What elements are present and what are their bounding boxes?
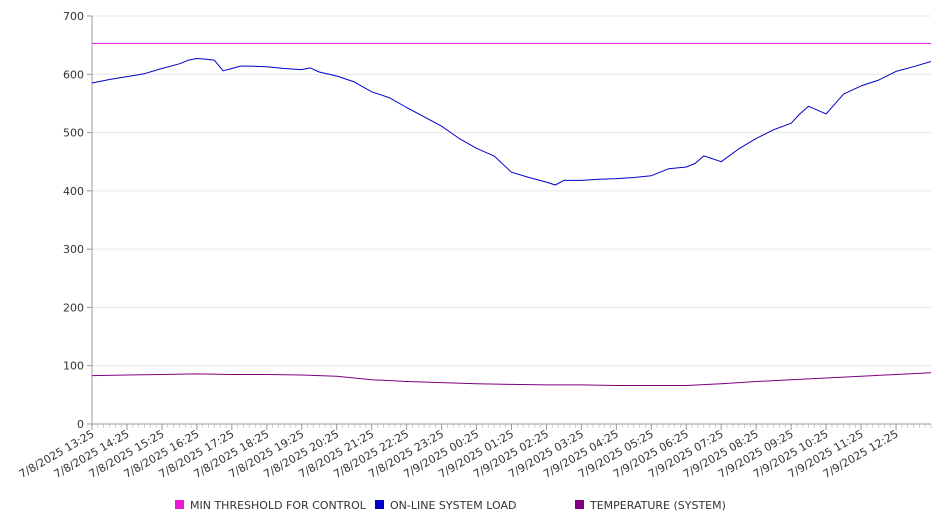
series-lines — [91, 42, 932, 386]
y-tick-label: 700 — [63, 10, 84, 23]
legend-swatch — [375, 500, 384, 509]
gridlines — [92, 15, 931, 367]
y-tick-label: 500 — [63, 127, 84, 140]
series-line-1 — [91, 58, 932, 186]
legend-label: ON-LINE SYSTEM LOAD — [390, 499, 516, 512]
series-line-2 — [91, 372, 932, 386]
legend: MIN THRESHOLD FOR CONTROL ON-LINE SYSTEM … — [175, 499, 726, 512]
y-tick-label: 200 — [63, 301, 84, 314]
y-tick-label: 0 — [77, 418, 84, 431]
legend-swatch — [575, 500, 584, 509]
y-tick-label: 300 — [63, 243, 84, 256]
y-tick-label: 400 — [63, 185, 84, 198]
legend-label: TEMPERATURE (SYSTEM) — [589, 499, 726, 512]
legend-label: MIN THRESHOLD FOR CONTROL — [190, 499, 367, 512]
y-tick-label: 100 — [63, 360, 84, 373]
y-tick-label: 600 — [63, 68, 84, 81]
legend-swatch — [175, 500, 184, 509]
